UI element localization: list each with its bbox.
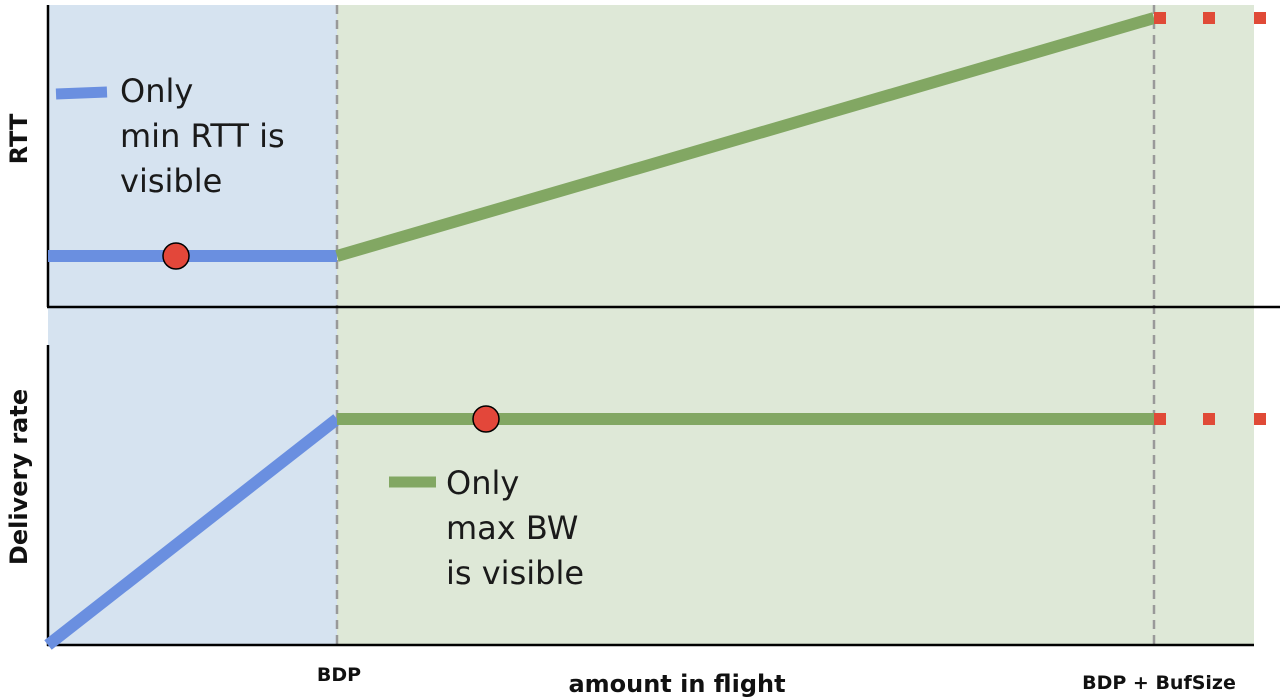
delivery-legend-line-1: Only [446,464,519,502]
x-tick-bdp-bufsize: BDP + BufSize [1082,672,1236,694]
delivery-y-title: Delivery rate [5,389,33,565]
delivery-rate-panel: Only max BW is visible Delivery rate [5,345,1266,650]
rtt-panel: Only min RTT is visible RTT [5,5,1280,309]
rtt-y-title: RTT [5,113,33,164]
rtt-loss-dot [1203,12,1215,24]
rtt-legend-line-3: visible [120,162,222,200]
bandwidth-limited-region [337,5,1254,645]
rtt-operating-point [162,242,190,270]
rtt-loss-dot [1254,12,1266,24]
rtt-legend-line-2: min RTT is [120,117,285,155]
rtt-legend-swatch [55,86,108,100]
rtt-legend-line-1: Only [120,72,193,110]
delivery-legend: Only max BW is visible [389,464,584,592]
delivery-loss-dots [1154,413,1266,425]
x-axis-title: amount in flight [568,670,785,698]
delivery-loss-dot [1203,413,1215,425]
rtt-bandwidth-limited-line [335,12,1156,262]
delivery-legend-line-3: is visible [446,554,584,592]
x-tick-bdp: BDP [317,664,361,686]
delivery-loss-dot [1254,413,1266,425]
rtt-legend: Only min RTT is visible [55,72,285,200]
delivery-app-limited-line [44,414,341,650]
delivery-legend-line-2: max BW [446,509,578,547]
delivery-operating-point [472,405,500,433]
rtt-loss-dots [1154,12,1266,24]
rtt-loss-dot [1154,12,1166,24]
delivery-loss-dot [1154,413,1166,425]
